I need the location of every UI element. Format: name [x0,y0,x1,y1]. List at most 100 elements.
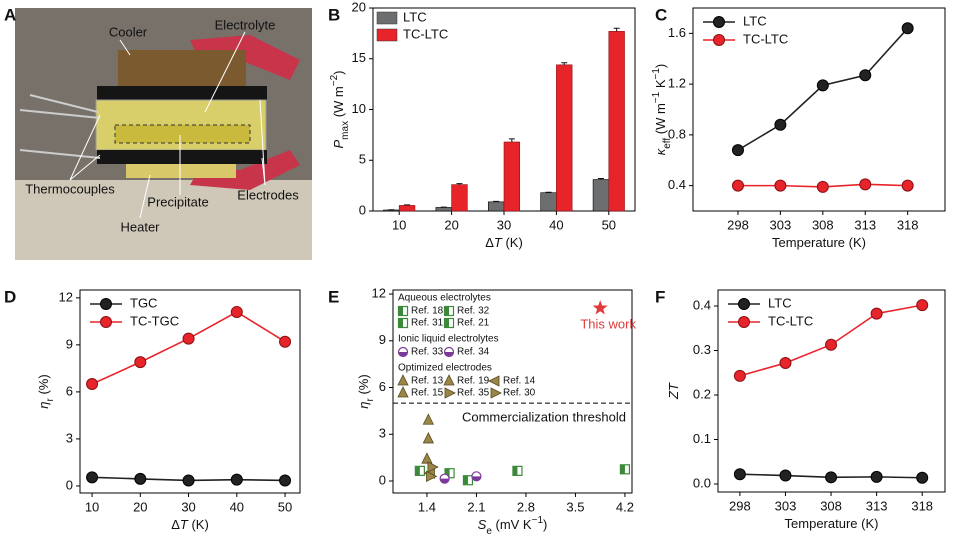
marker-shape [397,374,409,386]
axis-label: ZT [666,382,681,400]
y-tick-label: 0.2 [693,386,711,401]
bar [503,141,521,212]
label-part: ZT [666,382,681,400]
marker [443,374,455,386]
legend-group-title: Ionic liquid electrolytes [398,334,499,345]
y-tick-label: 6 [66,383,73,398]
point [825,471,838,484]
legend-swatch [376,11,398,25]
point [870,307,883,320]
panel-letter: B [328,5,340,24]
legend-label: Ref. 34 [457,347,490,358]
point [859,178,872,191]
clamp [190,150,300,190]
x-tick-label: 50 [278,499,292,514]
marker-half [444,306,449,316]
legend-marker [100,298,112,310]
axis-label: ηr (%) [36,374,56,408]
y-tick-label: 9 [66,336,73,351]
plot-frame [717,289,946,493]
label-part: T [494,235,503,250]
bar [592,179,610,212]
legend-label: TGC [130,295,157,310]
legend-label: TC-LTC [743,31,788,46]
marker-shape [427,461,439,473]
marker-half [620,464,625,474]
legend-label: Ref. 13 [411,376,444,387]
panel-letter: F [655,287,665,306]
label-part: (K) [188,517,209,532]
y-tick-label: 5 [359,152,366,167]
photo-label: Precipitate [147,194,208,209]
marker [443,346,455,358]
x-tick-label: 40 [230,499,244,514]
plot-frame [692,7,946,212]
label-part: Temperature (K) [772,235,866,250]
legend-label: Ref. 33 [411,347,444,358]
marker-half [398,306,403,316]
error-bar [508,138,515,142]
label-part: S [478,517,487,532]
x-tick-label: 313 [866,498,888,513]
y-tick-label: 0.4 [668,177,686,192]
legend-label: TC-LTC [403,26,448,41]
marker [443,317,455,329]
bar [451,184,468,212]
legend-label: Ref. 19 [457,376,490,387]
y-tick-label: 6 [379,379,386,394]
y-tick-label: 10 [352,101,366,116]
x-tick-label: 303 [775,498,797,513]
x-tick-label: 40 [549,217,563,232]
marker-shape [397,386,409,398]
label-part: ) [653,64,668,68]
x-tick-label: 2.8 [517,499,535,514]
marker-half [444,352,454,357]
bar [435,207,452,212]
highlight-star [592,300,608,315]
marker-shape [488,375,500,387]
axis-label: κeff (W m−1 K−1) [651,64,673,156]
label-part: P [331,139,346,148]
y-tick-label: 0.0 [693,475,711,490]
y-tick-label: 0 [66,477,73,492]
point [779,356,792,369]
label-part: η [356,401,371,408]
x-tick-label: 318 [897,217,919,232]
label-part: (%) [356,374,371,398]
legend-label: Ref. 35 [457,388,490,399]
x-tick-label: 308 [812,217,834,232]
legend-label: Ref. 21 [457,318,490,329]
marker-shape [422,432,435,444]
electrode-bottom [97,150,267,164]
axis-label: ΔT (K) [171,517,209,532]
point [916,299,929,312]
axis-label: Se (mV K−1) [478,515,548,537]
x-tick-label: 298 [727,217,749,232]
marker [397,386,409,398]
y-tick-label: 3 [66,430,73,445]
x-tick-label: 308 [820,498,842,513]
x-tick-label: 20 [444,217,458,232]
photo-table [15,180,312,260]
panel-letter: D [4,287,16,306]
error-bar [561,62,568,65]
label-part: −1 [651,91,662,103]
error-bar [613,27,620,32]
legend-swatch [376,28,398,42]
y-tick-label: 0 [379,472,386,487]
marker [397,374,409,386]
marker-shape [426,470,438,482]
marker [427,461,439,473]
y-tick-label: 12 [372,285,386,300]
label-part: −1 [532,515,544,526]
marker [397,305,409,317]
point [901,179,914,192]
label-part: η [36,401,51,408]
x-tick-label: 313 [854,217,876,232]
label-part: max [340,121,351,140]
photo-label: Cooler [109,24,148,39]
label-part: (W m [653,103,668,138]
plot-frame [79,289,301,494]
x-tick-label: 30 [181,499,195,514]
y-tick-label: 12 [59,289,73,304]
